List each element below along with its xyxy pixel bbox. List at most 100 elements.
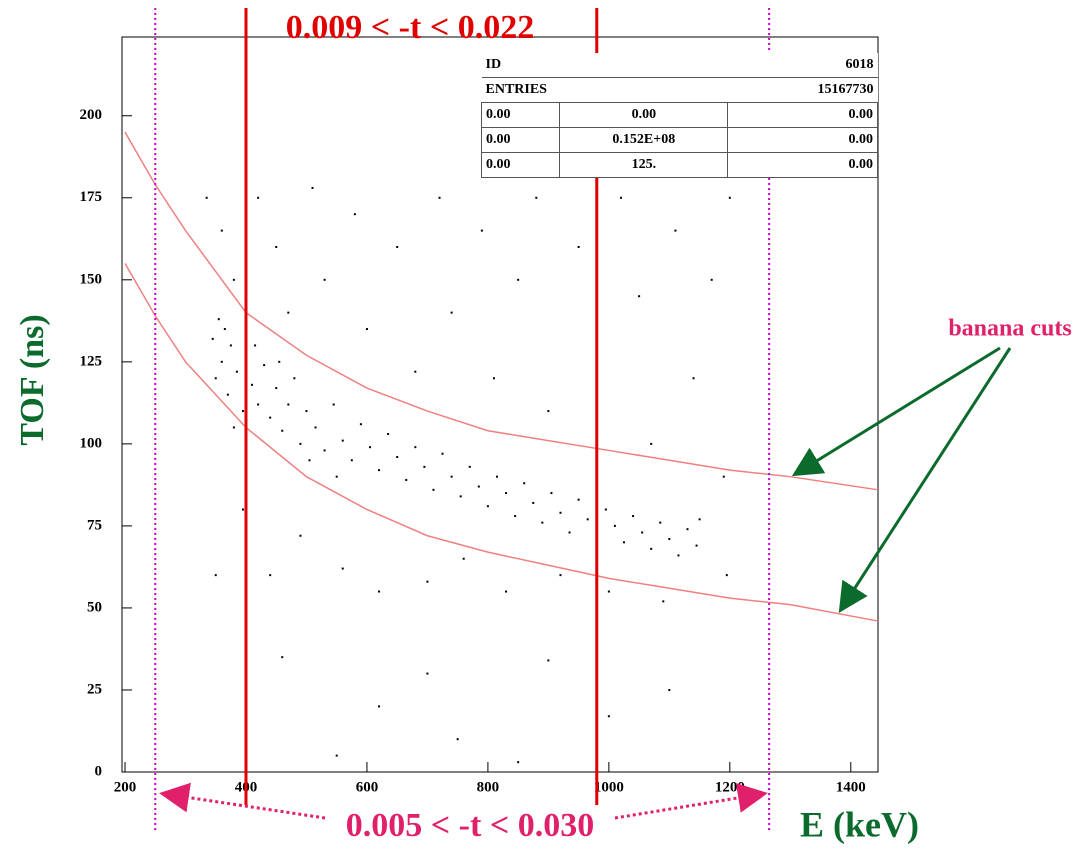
- x-tick-label: 1400: [836, 779, 866, 795]
- point: [257, 403, 260, 406]
- point: [477, 485, 480, 488]
- point: [517, 761, 520, 764]
- arrow: [159, 782, 326, 820]
- point: [281, 429, 284, 432]
- point: [619, 196, 622, 199]
- point: [323, 449, 326, 452]
- point: [332, 403, 335, 406]
- point: [550, 492, 553, 495]
- point: [722, 475, 725, 478]
- point: [414, 446, 417, 449]
- point: [211, 337, 214, 340]
- point: [323, 278, 326, 281]
- point: [241, 508, 244, 511]
- point: [293, 377, 296, 380]
- point: [541, 521, 544, 524]
- stats-row: ENTRIES 15167730: [481, 77, 878, 103]
- point: [586, 518, 589, 521]
- annotation: 0.009 < -t < 0.022: [286, 9, 534, 46]
- point: [604, 508, 607, 511]
- point: [263, 364, 266, 367]
- point: [229, 344, 232, 347]
- point: [368, 446, 371, 449]
- stats-cell: 0.00: [480, 127, 561, 153]
- point: [426, 672, 429, 675]
- point: [650, 547, 653, 550]
- point: [269, 574, 272, 577]
- stats-cell: 0.00: [480, 152, 561, 178]
- y-axis-label: TOF (ns): [14, 314, 51, 445]
- point: [492, 377, 495, 380]
- point: [278, 360, 281, 363]
- x-tick-label: 200: [114, 779, 137, 795]
- point: [450, 311, 453, 314]
- point: [456, 738, 459, 741]
- point: [314, 426, 317, 429]
- point: [486, 505, 489, 508]
- point: [462, 557, 465, 560]
- point: [674, 229, 677, 232]
- point: [257, 196, 260, 199]
- stats-cell: ENTRIES: [481, 77, 728, 103]
- arrow: [838, 347, 1012, 614]
- point: [311, 186, 314, 189]
- point: [607, 715, 610, 718]
- plot-frame: [121, 36, 879, 773]
- y-tick-label: 0: [95, 763, 103, 779]
- y-tick-label: 125: [80, 353, 103, 369]
- point: [480, 229, 483, 232]
- point: [220, 360, 223, 363]
- point: [692, 377, 695, 380]
- point: [505, 590, 508, 593]
- point: [396, 456, 399, 458]
- stats-cell: 0.00: [480, 102, 561, 128]
- point: [728, 196, 731, 199]
- point: [350, 459, 353, 462]
- point: [232, 426, 235, 429]
- point: [423, 465, 426, 468]
- stats-cell: 6018: [727, 53, 878, 78]
- point: [450, 475, 453, 478]
- point: [505, 492, 508, 495]
- point: [405, 478, 408, 481]
- point: [668, 688, 671, 691]
- y-tick-label: 100: [80, 435, 103, 451]
- point: [438, 196, 441, 199]
- point: [214, 574, 217, 577]
- point: [414, 370, 417, 373]
- point: [378, 590, 381, 593]
- stats-cell: 0.152E+08: [559, 127, 729, 153]
- point: [269, 416, 272, 419]
- point: [226, 393, 229, 396]
- point: [359, 423, 362, 426]
- point: [641, 531, 644, 534]
- point: [577, 498, 580, 501]
- point: [299, 534, 302, 537]
- point: [547, 410, 550, 413]
- y-tick-label: 75: [87, 517, 102, 533]
- point: [523, 482, 526, 485]
- point: [299, 442, 302, 445]
- point: [468, 465, 471, 468]
- point: [613, 524, 616, 527]
- point: [287, 403, 290, 406]
- point: [353, 213, 356, 216]
- stats-cell: ID: [481, 53, 728, 78]
- point: [217, 318, 220, 321]
- x-axis-label: E (keV): [800, 804, 919, 844]
- point: [241, 410, 244, 413]
- point: [710, 278, 713, 281]
- point: [235, 370, 238, 373]
- point: [535, 196, 538, 199]
- point: [281, 656, 284, 659]
- stats-row: ID 6018: [481, 53, 878, 78]
- point: [517, 278, 520, 281]
- banana-cut: [124, 131, 879, 491]
- point: [459, 495, 462, 498]
- point: [341, 439, 344, 442]
- point: [335, 754, 338, 757]
- point: [725, 574, 728, 577]
- point: [632, 515, 635, 518]
